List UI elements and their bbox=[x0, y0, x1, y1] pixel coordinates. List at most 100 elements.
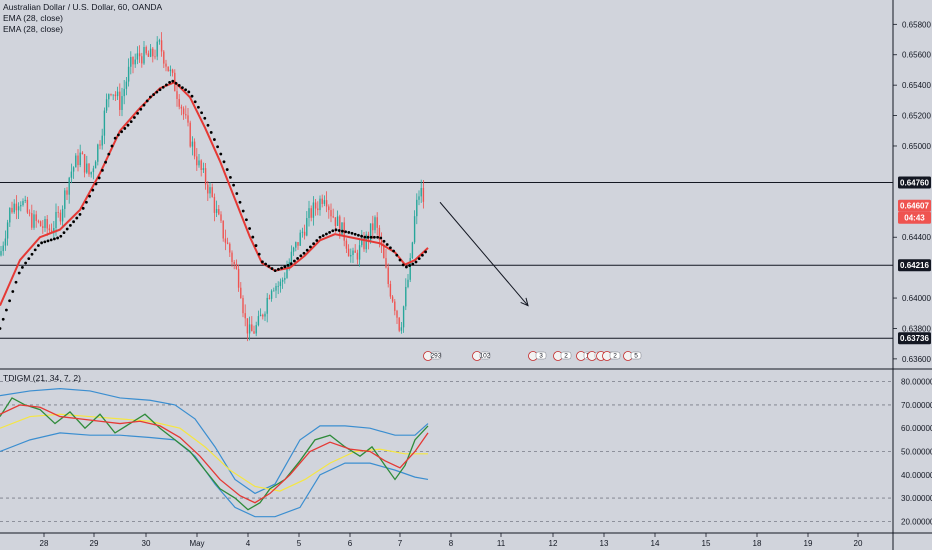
candle-body bbox=[24, 199, 26, 201]
candle-body bbox=[391, 296, 394, 302]
candle-body bbox=[308, 208, 310, 219]
ema-dot bbox=[200, 111, 204, 115]
candle-body bbox=[317, 208, 319, 211]
candle-body bbox=[202, 168, 205, 170]
ema-dot bbox=[174, 81, 178, 85]
indicator-title[interactable]: TDIGM (21, 34, 7, 2) bbox=[3, 373, 81, 383]
candle-body bbox=[50, 230, 53, 232]
candle-body bbox=[81, 152, 84, 155]
current-price-tag: 0.64607 bbox=[900, 202, 929, 211]
candle-body bbox=[229, 243, 231, 253]
price-axis[interactable]: 0.65800 0.65600 0.65400 0.65200 0.65000 0.644… bbox=[893, 20, 931, 364]
candle-body bbox=[114, 94, 117, 97]
price-tick-label: 0.65600 bbox=[902, 51, 931, 60]
candle-body bbox=[169, 69, 172, 72]
candle-body bbox=[279, 281, 282, 286]
ema-dot bbox=[421, 253, 424, 257]
ema-dot bbox=[277, 267, 280, 271]
symbol-legend[interactable]: Australian Dollar / U.S. Dollar, 60, OAN… bbox=[3, 2, 162, 35]
candle-body bbox=[411, 242, 414, 259]
ema-dot bbox=[270, 267, 274, 270]
candle-body bbox=[387, 267, 389, 285]
candle-body bbox=[257, 316, 260, 326]
event-count-badge bbox=[560, 351, 572, 360]
candle-body bbox=[330, 210, 332, 217]
candle-body bbox=[119, 91, 121, 110]
candle-body bbox=[418, 196, 420, 200]
horizontal-level-lines[interactable] bbox=[0, 181, 893, 339]
candle-body bbox=[413, 216, 416, 243]
ema-dot bbox=[33, 248, 37, 252]
symbol-title[interactable]: Australian Dollar / U.S. Dollar, 60, OAN… bbox=[3, 2, 163, 12]
candle-body bbox=[358, 245, 361, 260]
ema-dot bbox=[331, 229, 335, 233]
ema-dot bbox=[222, 160, 226, 164]
time-tick-label: 15 bbox=[702, 539, 711, 548]
candle-body bbox=[321, 198, 323, 204]
ema-dot bbox=[65, 227, 69, 231]
candle-body bbox=[17, 206, 20, 211]
indicator-legend[interactable]: TDIGM (21, 34, 7, 2) bbox=[3, 373, 81, 384]
candle-body bbox=[339, 216, 341, 237]
ema-dot bbox=[27, 257, 31, 261]
price-tick-label: 0.65400 bbox=[902, 81, 931, 90]
candle-body bbox=[101, 135, 103, 146]
indicator-axis[interactable]: 80.00000 70.00000 60.00000 50.00000 40.00000… bbox=[901, 378, 932, 527]
candle-body bbox=[66, 190, 68, 195]
candle-body bbox=[246, 318, 249, 334]
candle-body bbox=[303, 231, 306, 236]
ema-dot bbox=[104, 160, 107, 164]
candle-body bbox=[345, 240, 348, 249]
ema-dot bbox=[8, 299, 12, 303]
ema-dot bbox=[181, 86, 184, 90]
candle-body bbox=[369, 223, 372, 241]
candle-body bbox=[222, 220, 224, 239]
ema-dot bbox=[46, 239, 50, 243]
candle-body bbox=[39, 221, 42, 227]
candle-body bbox=[407, 279, 409, 287]
candle-body bbox=[61, 208, 64, 222]
candle-body bbox=[264, 313, 266, 317]
ema-dot bbox=[78, 213, 82, 216]
indicator-tick-label: 80.00000 bbox=[901, 378, 932, 387]
event-count-label: 293 bbox=[431, 353, 442, 360]
ema-legend-2[interactable]: EMA (28, close) bbox=[3, 24, 63, 34]
ema-dot bbox=[139, 107, 143, 111]
ema-dot bbox=[376, 235, 379, 239]
candle-body bbox=[141, 56, 143, 64]
candle-body bbox=[178, 98, 180, 107]
ema-dot bbox=[203, 116, 207, 120]
ema-dot bbox=[126, 123, 130, 127]
candle-body bbox=[310, 208, 312, 218]
time-axis[interactable]: 28 29 30 May 4 5 6 7 8 11 12 13 14 15 18 19 20 bbox=[40, 533, 863, 548]
ema-dot bbox=[193, 100, 197, 104]
time-tick-label: 30 bbox=[142, 539, 151, 548]
candle-body bbox=[292, 247, 295, 252]
price-tick-label: 0.65200 bbox=[902, 112, 931, 121]
time-tick-label: 19 bbox=[804, 539, 813, 548]
ema-dot bbox=[424, 250, 427, 254]
candle-body bbox=[286, 268, 288, 278]
candle-body bbox=[180, 106, 183, 109]
ema-dot bbox=[101, 168, 104, 172]
candle-body bbox=[79, 152, 81, 166]
ema-dot bbox=[232, 183, 236, 187]
candle-body bbox=[88, 163, 90, 175]
ema-legend-1[interactable]: EMA (28, close) bbox=[3, 13, 63, 23]
ema-dot bbox=[136, 111, 140, 115]
candle-body bbox=[284, 277, 286, 280]
candle-body bbox=[244, 313, 246, 319]
economic-events-row[interactable]: 293102321122825 bbox=[423, 351, 642, 361]
candle-body bbox=[103, 110, 106, 136]
ema-dot bbox=[299, 254, 303, 258]
candle-body bbox=[224, 238, 227, 243]
price-pane[interactable] bbox=[0, 0, 893, 368]
candle-body bbox=[149, 48, 152, 57]
candle-body bbox=[92, 168, 95, 173]
candle-body bbox=[77, 155, 79, 166]
forecast-arrow[interactable] bbox=[439, 201, 529, 307]
ema-dot bbox=[88, 194, 91, 198]
price-tick-label: 0.64400 bbox=[902, 233, 931, 242]
